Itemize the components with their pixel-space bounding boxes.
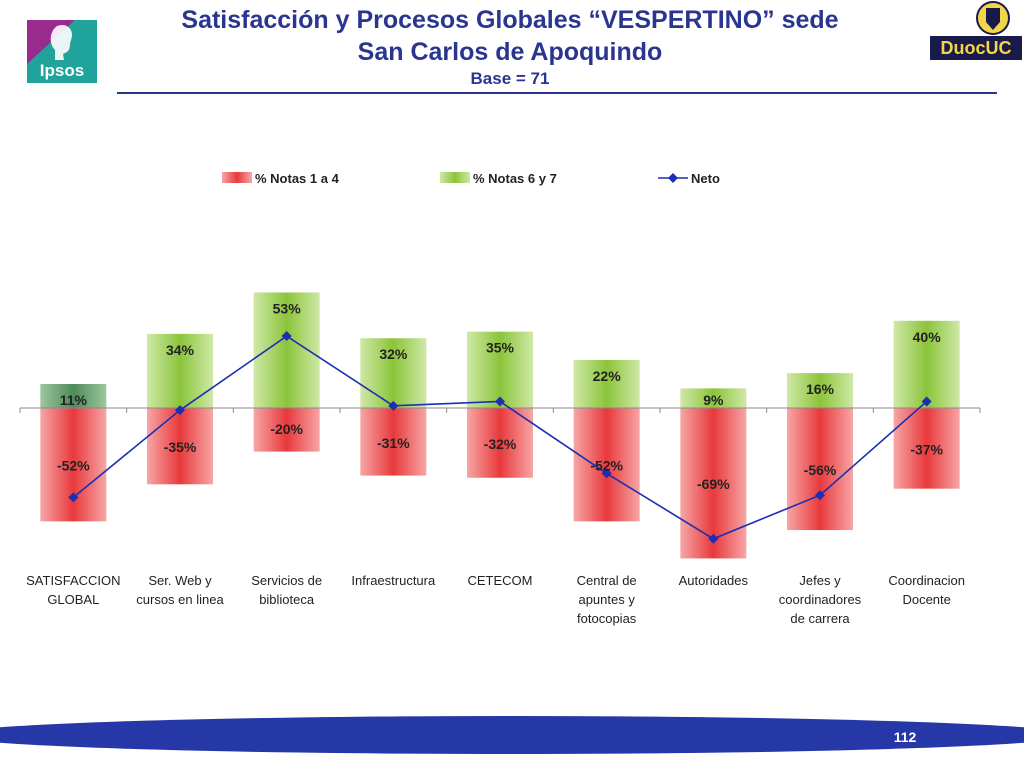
label-negative-0: -52%	[57, 458, 90, 474]
duoc-logo: DuocUC	[928, 0, 1024, 62]
category-label-7: Jefes y	[799, 573, 841, 588]
legend-label-1: % Notas 6 y 7	[473, 171, 557, 186]
label-positive-0: 11%	[60, 392, 88, 408]
category-label-5: apuntes y	[578, 592, 635, 607]
ipsos-logo: Ipsos	[27, 20, 97, 83]
label-positive-4: 35%	[486, 340, 515, 356]
category-label-5: fotocopias	[577, 611, 637, 626]
label-negative-1: -35%	[164, 439, 197, 455]
category-label-4: CETECOM	[468, 573, 533, 588]
bar-negative-2	[253, 408, 320, 452]
chart-legend: % Notas 1 a 4 % Notas 6 y 7 Neto	[222, 171, 720, 186]
category-label-1: cursos en linea	[136, 592, 224, 607]
net-point-4	[495, 396, 505, 407]
label-negative-3: -31%	[377, 435, 410, 451]
title-line-2: San Carlos de Apoquindo	[357, 38, 663, 66]
category-label-5: Central de	[577, 573, 637, 588]
category-label-0: SATISFACCION	[26, 573, 120, 588]
category-label-2: Servicios de	[251, 573, 322, 588]
ipsos-logo-text: Ipsos	[40, 61, 84, 80]
label-negative-2: -20%	[270, 421, 303, 437]
label-negative-6: -69%	[697, 476, 730, 492]
duoc-logo-text: DuocUC	[941, 38, 1012, 58]
title-line-1: Satisfacción y Procesos Globales “VESPER…	[181, 6, 839, 34]
category-labels: SATISFACCION GLOBAL Ser. Web y cursos en li…	[26, 573, 965, 626]
label-negative-5: -52%	[590, 458, 623, 474]
bar-positive-7	[787, 373, 853, 408]
bar-positive-0	[40, 384, 107, 408]
bar-negative-0	[40, 408, 107, 522]
net-point-3	[388, 400, 399, 411]
label-positive-2: 53%	[273, 300, 302, 316]
net-point-2	[281, 331, 292, 342]
bar-positive-4	[467, 331, 533, 408]
page-number: 112	[893, 729, 917, 745]
category-label-7: de carrera	[790, 611, 850, 626]
category-label-6: Autoridades	[679, 573, 749, 588]
bar-negative-3	[360, 408, 427, 476]
net-point-0	[68, 492, 79, 503]
legend-label-0: % Notas 1 a 4	[255, 171, 340, 186]
bar-positive-8	[893, 320, 960, 408]
bar-negative-1	[147, 408, 213, 485]
net-point-8	[921, 396, 932, 407]
label-negative-7: -56%	[804, 462, 837, 478]
label-negative-8: -37%	[910, 441, 943, 457]
legend-marker-2	[668, 173, 678, 183]
series-notas-1-a-4	[40, 408, 960, 559]
label-positive-1: 34%	[166, 342, 195, 358]
series-neto	[68, 331, 932, 544]
category-label-7: coordinadores	[779, 592, 862, 607]
bar-positive-6	[680, 388, 747, 408]
net-point-7	[815, 490, 825, 501]
label-positive-3: 32%	[379, 346, 408, 362]
net-point-6	[708, 533, 719, 544]
category-label-8: Docente	[902, 592, 950, 607]
footer-band	[0, 716, 1024, 754]
category-label-2: biblioteca	[259, 592, 315, 607]
bar-negative-4	[467, 408, 533, 478]
bar-positive-3	[360, 338, 427, 408]
category-label-1: Ser. Web y	[148, 573, 212, 588]
category-label-3: Infraestructura	[351, 573, 436, 588]
category-label-8: Coordinacion	[888, 573, 965, 588]
legend-label-2: Neto	[691, 171, 720, 186]
net-point-5	[601, 468, 612, 479]
data-labels: 11% -52% 34% -35% 53% -20% 32% -31% 35% -32% 22% -5…	[57, 300, 944, 492]
base-label: Base = 71	[470, 69, 550, 88]
slide-title: Satisfacción y Procesos Globales “VESPER…	[110, 4, 910, 90]
label-positive-5: 22%	[593, 368, 622, 384]
label-positive-8: 40%	[913, 329, 942, 345]
label-negative-4: -32%	[484, 436, 517, 452]
label-positive-7: 16%	[806, 381, 835, 397]
bar-positive-5	[573, 360, 640, 408]
label-positive-6: 9%	[703, 392, 724, 408]
bar-negative-7	[787, 408, 853, 531]
bar-negative-6	[680, 408, 747, 559]
legend-swatch-1	[440, 172, 470, 183]
legend-swatch-0	[222, 172, 252, 183]
title-divider	[117, 92, 997, 94]
category-label-0: GLOBAL	[47, 592, 99, 607]
bar-negative-5	[573, 408, 640, 522]
net-point-1	[175, 405, 185, 416]
